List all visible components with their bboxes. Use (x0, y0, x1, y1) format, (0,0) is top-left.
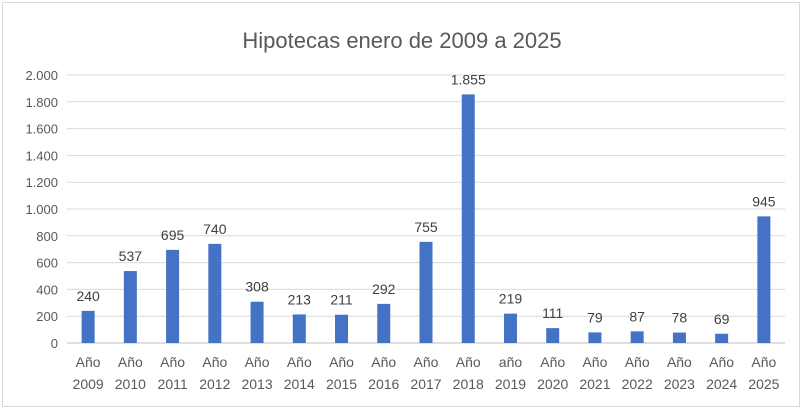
x-category-label: Año (456, 354, 481, 370)
bar (461, 94, 475, 344)
data-label: 219 (499, 291, 523, 307)
x-category-year: 2013 (241, 376, 272, 392)
x-category-label: Año (540, 354, 565, 370)
x-category-label: Año (709, 354, 734, 370)
x-category-label: Año (582, 354, 607, 370)
y-tick-label: 800 (36, 229, 58, 244)
x-category-year: 2011 (158, 376, 188, 392)
x-category-year: 2023 (664, 376, 695, 392)
x-category-year: 2012 (199, 376, 230, 392)
x-category-label: Año (160, 354, 185, 370)
x-category-label: Año (667, 354, 692, 370)
data-labels: 240 537 695 740 308 213 211 292 755 1.855 219 111 79… (76, 71, 775, 326)
x-category-year: 2014 (284, 376, 315, 392)
x-axis-categories: Año 2009 Año 2010 Año 2011 Año 2012 Año 2013 Año 20… (73, 354, 780, 392)
data-label: 537 (119, 248, 143, 264)
x-category-year: 2010 (115, 376, 146, 392)
x-category-year: 2019 (495, 376, 526, 392)
data-label: 213 (288, 291, 312, 307)
x-category-year: 2022 (622, 376, 653, 392)
bar (546, 328, 560, 343)
x-category-year: 2018 (453, 376, 484, 392)
y-tick-label: 1.400 (25, 148, 58, 163)
y-tick-label: 1.600 (25, 122, 58, 137)
bar (757, 216, 771, 343)
x-category-label: Año (371, 354, 396, 370)
data-label: 211 (330, 292, 353, 308)
bar (630, 331, 644, 343)
x-category-label: Año (76, 354, 101, 370)
x-category-year: 2025 (748, 376, 779, 392)
x-category-label: Año (287, 354, 312, 370)
data-label: 945 (752, 193, 776, 209)
y-tick-label: 400 (36, 282, 58, 297)
bar (335, 314, 349, 343)
x-category-label: Año (751, 354, 776, 370)
data-label: 240 (76, 288, 100, 304)
bar (166, 249, 180, 343)
bar (377, 303, 391, 343)
y-axis-ticks: 0 200 400 600 800 1.000 1.200 1.400 1.600 1.800 2.… (25, 68, 58, 351)
x-category-year: 2021 (579, 376, 610, 392)
x-category-label: año (499, 354, 523, 370)
data-label: 695 (161, 227, 185, 243)
data-label: 87 (629, 308, 645, 324)
bar (503, 313, 517, 343)
bars (81, 94, 771, 344)
y-tick-label: 1.800 (25, 95, 58, 110)
x-category-year: 2015 (326, 376, 357, 392)
data-label: 740 (203, 221, 227, 237)
bar-chart: Hipotecas enero de 2009 a 2025 0 200 400 60… (25, 28, 785, 392)
x-category-label: Año (414, 354, 439, 370)
bar (81, 310, 95, 343)
gridlines (67, 74, 785, 344)
x-category-year: 2016 (368, 376, 399, 392)
data-label: 111 (542, 305, 563, 321)
data-label: 292 (372, 281, 396, 297)
bar (672, 332, 686, 343)
y-tick-label: 1.000 (25, 202, 58, 217)
x-category-year: 2017 (410, 376, 441, 392)
data-label: 79 (587, 309, 603, 325)
bar (419, 241, 433, 343)
x-category-year: 2020 (537, 376, 568, 392)
bar (123, 271, 137, 343)
bar (715, 333, 729, 343)
y-tick-label: 600 (36, 256, 58, 271)
bar (250, 301, 264, 343)
y-tick-label: 0 (51, 336, 58, 351)
data-label: 69 (714, 311, 730, 327)
data-label: 78 (672, 310, 688, 326)
bar (588, 332, 602, 343)
bar (292, 314, 306, 343)
y-tick-label: 2.000 (25, 68, 58, 83)
bar (208, 243, 222, 343)
x-category-year: 2024 (706, 376, 737, 392)
x-category-label: Año (202, 354, 227, 370)
data-label: 755 (414, 219, 438, 235)
x-category-label: Año (118, 354, 143, 370)
chart-frame: Hipotecas enero de 2009 a 2025 0 200 400 60… (2, 2, 800, 407)
chart-title: Hipotecas enero de 2009 a 2025 (242, 28, 561, 53)
y-tick-label: 200 (36, 309, 58, 324)
data-label: 308 (245, 279, 269, 295)
x-category-label: Año (245, 354, 270, 370)
data-label: 1.855 (451, 71, 486, 87)
x-category-year: 2009 (73, 376, 104, 392)
x-category-label: Año (329, 354, 354, 370)
y-tick-label: 1.200 (25, 175, 58, 190)
x-category-label: Año (625, 354, 650, 370)
